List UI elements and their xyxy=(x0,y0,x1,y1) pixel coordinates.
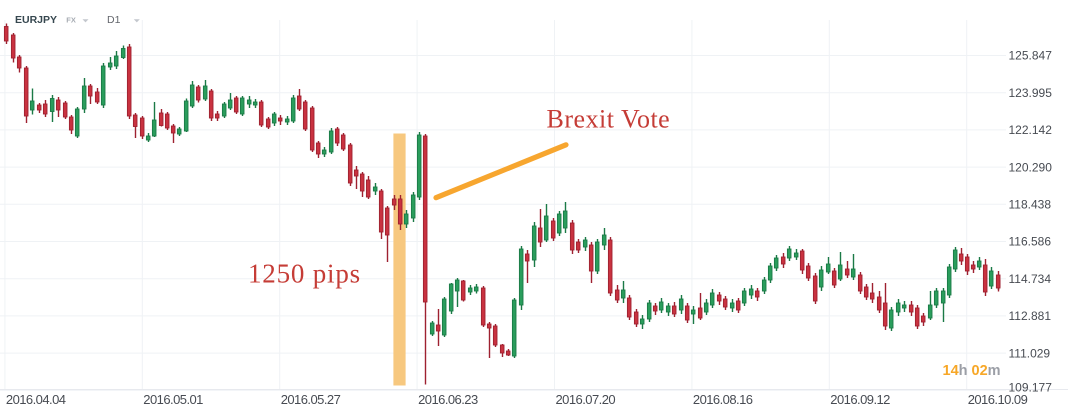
svg-text:2016.08.16: 2016.08.16 xyxy=(693,392,753,407)
svg-text:112.881: 112.881 xyxy=(1009,309,1052,323)
svg-text:122.142: 122.142 xyxy=(1009,123,1053,137)
svg-text:Brexit Vote: Brexit Vote xyxy=(547,105,671,134)
svg-text:D1: D1 xyxy=(107,14,121,26)
svg-text:125.847: 125.847 xyxy=(1009,49,1053,63)
svg-text:116.586: 116.586 xyxy=(1009,235,1052,249)
svg-text:14h 02m: 14h 02m xyxy=(943,363,1001,379)
svg-text:EURJPY: EURJPY xyxy=(15,14,57,26)
svg-text:2016.07.20: 2016.07.20 xyxy=(556,392,616,407)
svg-text:2016.05.27: 2016.05.27 xyxy=(281,392,341,407)
svg-text:2016.04.04: 2016.04.04 xyxy=(6,392,66,407)
svg-text:114.734: 114.734 xyxy=(1009,272,1052,286)
svg-text:1250 pips: 1250 pips xyxy=(248,259,361,289)
svg-text:109.177: 109.177 xyxy=(1009,381,1053,395)
svg-text:120.290: 120.290 xyxy=(1009,160,1053,174)
svg-text:123.995: 123.995 xyxy=(1009,86,1053,100)
svg-text:2016.05.01: 2016.05.01 xyxy=(143,392,203,407)
svg-text:2016.09.12: 2016.09.12 xyxy=(830,392,890,407)
svg-text:2016.10.09: 2016.10.09 xyxy=(968,392,1028,407)
svg-text:111.029: 111.029 xyxy=(1009,346,1051,360)
svg-text:118.438: 118.438 xyxy=(1009,198,1052,212)
svg-text:FX: FX xyxy=(66,15,76,24)
svg-text:2016.06.23: 2016.06.23 xyxy=(418,392,478,407)
